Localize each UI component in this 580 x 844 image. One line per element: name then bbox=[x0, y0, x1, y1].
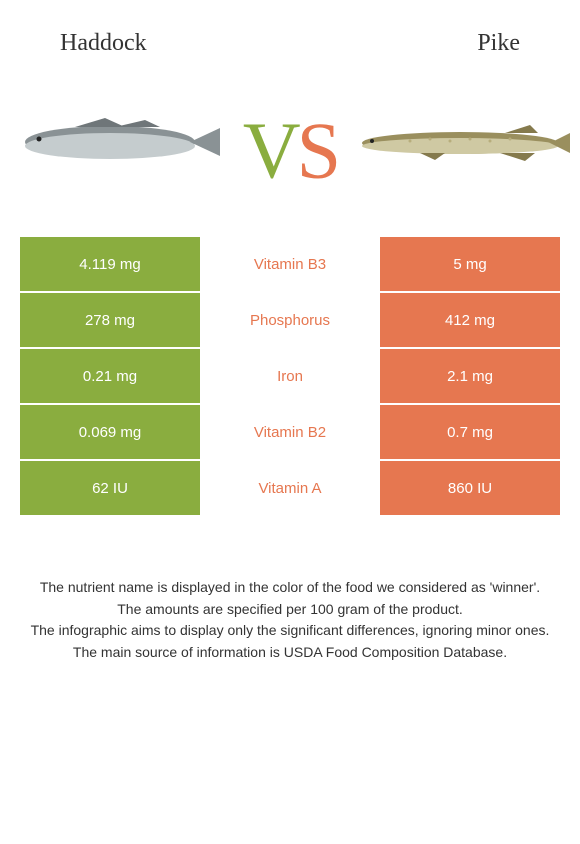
value-left: 62 IU bbox=[20, 461, 200, 515]
footer-line: The main source of information is USDA F… bbox=[18, 642, 562, 664]
food-title-right: Pike bbox=[477, 30, 520, 57]
comparison-table: 4.119 mg Vitamin B3 5 mg 278 mg Phosphor… bbox=[0, 237, 580, 515]
value-right: 2.1 mg bbox=[380, 349, 560, 403]
value-right: 5 mg bbox=[380, 237, 560, 291]
table-row: 62 IU Vitamin A 860 IU bbox=[20, 461, 560, 515]
nutrient-name: Vitamin B2 bbox=[200, 405, 380, 459]
value-left: 0.069 mg bbox=[20, 405, 200, 459]
value-left: 0.21 mg bbox=[20, 349, 200, 403]
value-right: 860 IU bbox=[380, 461, 560, 515]
table-row: 4.119 mg Vitamin B3 5 mg bbox=[20, 237, 560, 291]
value-left: 278 mg bbox=[20, 293, 200, 347]
food-title-left: Haddock bbox=[60, 30, 147, 57]
vs-s: S bbox=[297, 108, 338, 196]
nutrient-name: Iron bbox=[200, 349, 380, 403]
footer-notes: The nutrient name is displayed in the co… bbox=[0, 517, 580, 684]
hero-section: VS bbox=[0, 67, 580, 237]
nutrient-name: Vitamin A bbox=[200, 461, 380, 515]
table-row: 0.21 mg Iron 2.1 mg bbox=[20, 349, 560, 403]
haddock-image bbox=[10, 87, 230, 197]
nutrient-name: Phosphorus bbox=[200, 293, 380, 347]
table-row: 0.069 mg Vitamin B2 0.7 mg bbox=[20, 405, 560, 459]
pike-image bbox=[350, 87, 570, 197]
footer-line: The nutrient name is displayed in the co… bbox=[18, 577, 562, 599]
table-row: 278 mg Phosphorus 412 mg bbox=[20, 293, 560, 347]
footer-line: The infographic aims to display only the… bbox=[18, 620, 562, 642]
header: Haddock Pike bbox=[0, 0, 580, 67]
vs-label: VS bbox=[243, 107, 337, 198]
value-right: 0.7 mg bbox=[380, 405, 560, 459]
footer-line: The amounts are specified per 100 gram o… bbox=[18, 599, 562, 621]
value-left: 4.119 mg bbox=[20, 237, 200, 291]
nutrient-name: Vitamin B3 bbox=[200, 237, 380, 291]
value-right: 412 mg bbox=[380, 293, 560, 347]
vs-v: V bbox=[243, 108, 297, 196]
